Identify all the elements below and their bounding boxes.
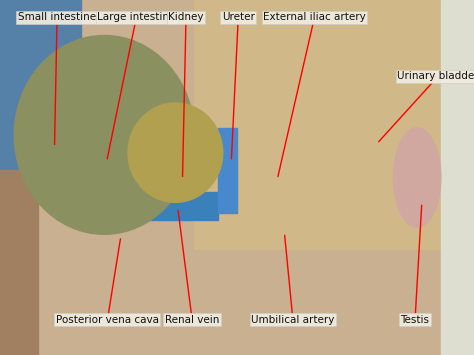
Bar: [194, 0, 455, 248]
Ellipse shape: [128, 103, 223, 202]
Text: Umbilical artery: Umbilical artery: [251, 235, 335, 325]
Bar: [218, 128, 237, 213]
Ellipse shape: [14, 36, 194, 234]
Text: Large intestine: Large intestine: [97, 12, 175, 159]
Text: Testis: Testis: [401, 205, 429, 325]
Text: Renal vein: Renal vein: [165, 211, 219, 325]
Ellipse shape: [393, 128, 441, 227]
Text: Ureter: Ureter: [222, 12, 255, 159]
Bar: [123, 192, 218, 220]
Text: Urinary bladder: Urinary bladder: [379, 71, 474, 142]
Bar: [0, 170, 38, 355]
Bar: [0, 0, 81, 170]
Text: Small intestine: Small intestine: [18, 12, 96, 144]
Bar: [441, 0, 474, 355]
Text: Posterior vena cava: Posterior vena cava: [56, 239, 159, 325]
Text: Kidney: Kidney: [168, 12, 204, 176]
Text: External iliac artery: External iliac artery: [263, 12, 366, 176]
